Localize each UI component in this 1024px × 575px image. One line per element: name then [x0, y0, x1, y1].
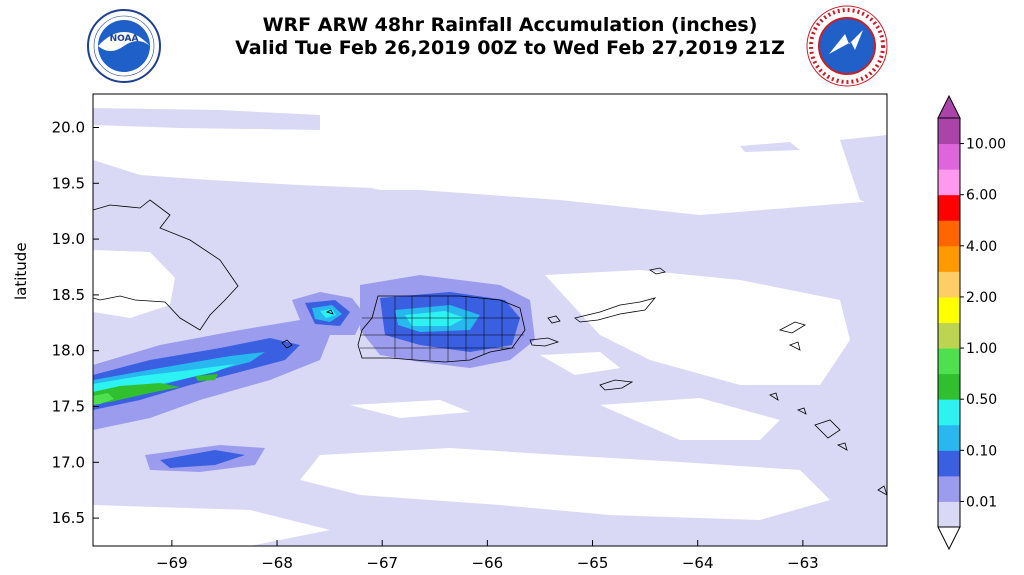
rain-contour-light — [93, 108, 320, 130]
colorbar-over-extension — [937, 94, 961, 119]
colorbar-segment — [938, 450, 960, 477]
x-tick-label: −64 — [682, 554, 714, 572]
rain-contour-green — [93, 383, 180, 404]
colorbar-under-extension — [937, 526, 961, 551]
rain-contour-cyan — [405, 311, 465, 326]
colorbar-segment — [938, 475, 960, 502]
y-tick-label: 17.5 — [52, 397, 85, 415]
colorbar-segment — [938, 220, 960, 247]
coastline-leeward-islands — [769, 321, 887, 496]
colorbar-segment — [938, 245, 960, 272]
y-tick-label: 19.5 — [52, 174, 85, 192]
colorbar-label: 0.01 — [966, 494, 997, 510]
coastline-mona-island — [281, 339, 293, 349]
colorbar-segment — [938, 348, 960, 375]
page-title: WRF ARW 48hr Rainfall Accumulation (inch… — [170, 14, 850, 60]
no-rain-area — [540, 352, 620, 375]
coastline-virgin-islands — [574, 297, 657, 323]
noaa-logo: NOAA — [87, 9, 161, 83]
no-rain-area — [93, 505, 330, 546]
x-tick-label: −67 — [366, 554, 398, 572]
colorbar: 0.01 0.10 0.50 1.00 2.00 4.00 6.00 10.00 — [937, 94, 1006, 551]
y-tick-label: 18.5 — [52, 286, 85, 304]
rain-contour-blue — [160, 450, 245, 468]
rain-contour-green — [195, 374, 218, 381]
y-tick-label: 19.0 — [52, 230, 85, 248]
coastline-st-croix — [599, 379, 634, 391]
noaa-logo-text: NOAA — [110, 34, 139, 44]
y-tick-label: 16.5 — [52, 509, 85, 527]
colorbar-segment — [938, 296, 960, 323]
nws-logo — [806, 5, 888, 87]
no-rain-area — [350, 400, 470, 418]
y-tick-label: 18.0 — [52, 342, 85, 360]
x-tick-label: −66 — [472, 554, 504, 572]
pr-municipal-boundaries — [360, 296, 524, 362]
coastline-vieques — [529, 337, 560, 347]
map-frame — [92, 93, 888, 547]
title-line-2: Valid Tue Feb 26,2019 00Z to Wed Feb 27,… — [235, 37, 785, 59]
colorbar-segment — [938, 143, 960, 170]
colorbar-segment — [938, 424, 960, 451]
y-tick-label: 17.0 — [52, 453, 85, 471]
no-rain-area — [330, 174, 560, 190]
no-rain-area — [300, 448, 830, 520]
rainfall-field — [93, 108, 887, 546]
x-tick-label: −69 — [156, 554, 188, 572]
coastline-hispaniola — [93, 199, 239, 331]
colorbar-segment — [938, 322, 960, 349]
y-tick-label: 20.0 — [52, 118, 85, 136]
y-axis: 16.5 17.0 17.5 18.0 18.5 19.0 19.5 20.0 — [52, 118, 99, 527]
x-tick-label: −65 — [577, 554, 609, 572]
colorbar-segment — [938, 169, 960, 196]
rain-contour-light — [520, 226, 780, 248]
colorbar-label: 2.00 — [966, 290, 997, 306]
colorbar-segment — [938, 194, 960, 221]
colorbar-segment — [938, 501, 960, 528]
colorbar-label: 4.00 — [966, 239, 997, 255]
coastline-culebra — [547, 315, 561, 324]
x-axis: −69 −68 −67 −66 −65 −64 −63 — [156, 540, 819, 572]
colorbar-segment — [938, 373, 960, 400]
x-tick-label: −68 — [261, 554, 293, 572]
rain-contour-light — [740, 142, 800, 152]
coastline-anguilla — [648, 267, 666, 275]
colorbar-segment — [938, 399, 960, 426]
colorbar-label: 0.10 — [966, 443, 997, 459]
colorbar-label: 1.00 — [966, 341, 997, 357]
x-tick-label: −63 — [787, 554, 819, 572]
colorbar-label: 0.50 — [966, 392, 997, 408]
no-rain-area — [545, 270, 850, 385]
colorbar-label: 10.00 — [966, 137, 1006, 153]
coastline-desecheo — [325, 309, 334, 315]
colorbar-segment — [938, 271, 960, 298]
colorbar-segment — [938, 118, 960, 145]
title-line-1: WRF ARW 48hr Rainfall Accumulation (inch… — [262, 14, 758, 36]
y-axis-label: latitude — [12, 242, 30, 300]
colorbar-label: 6.00 — [966, 188, 997, 204]
coastline-puerto-rico — [357, 295, 526, 363]
rain-contour-light — [840, 135, 887, 210]
no-rain-area — [600, 398, 780, 440]
coastlines — [93, 199, 887, 496]
rain-contour-light-green — [93, 393, 114, 405]
colorbar-frame — [937, 117, 961, 528]
